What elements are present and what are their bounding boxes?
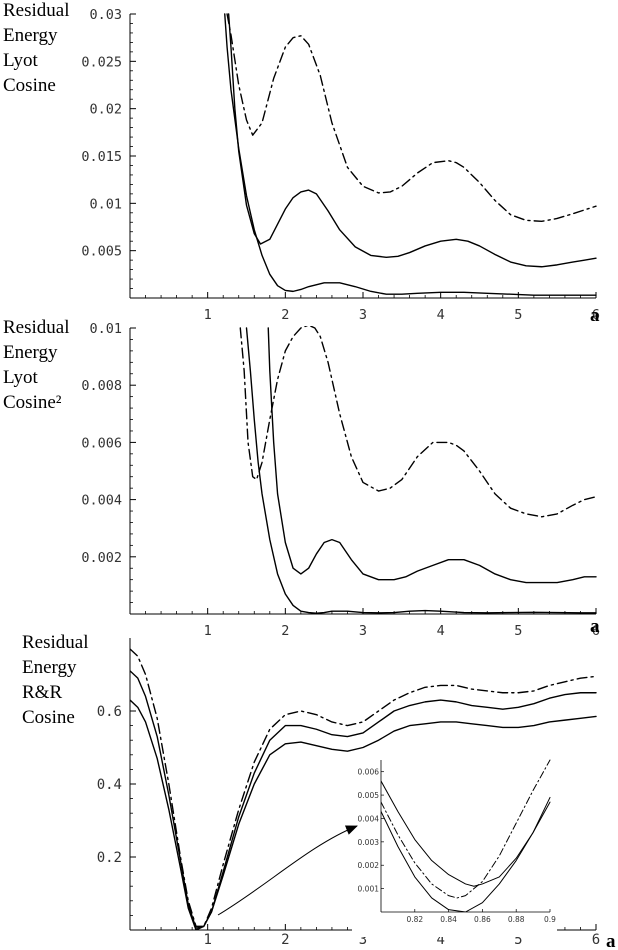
inset-y-tick-label: 0.001 <box>358 885 380 894</box>
x-tick-label: 2 <box>281 932 289 948</box>
y-tick-label: 0.008 <box>81 378 122 394</box>
x-tick-label: 1 <box>204 307 212 323</box>
x-tick-label: 3 <box>359 623 367 639</box>
series-line-2 <box>227 13 597 268</box>
inset-y-tick-label: 0.002 <box>358 861 380 870</box>
x-tick-label: 1 <box>204 623 212 639</box>
x-axis-label: a <box>590 616 600 637</box>
series-line-2 <box>267 327 597 584</box>
inset-x-tick-label: 0.86 <box>474 915 491 924</box>
y-axis-label-line: Residual <box>22 632 89 653</box>
y-tick-label: 0.006 <box>81 435 122 451</box>
inset-y-tick-label: 0.003 <box>358 838 380 847</box>
y-axis-label-line: Energy <box>3 25 58 46</box>
inset-x-tick-label: 0.88 <box>508 915 525 924</box>
series-line-3 <box>224 13 597 296</box>
series-line-2 <box>130 670 597 929</box>
inset-series-line-2 <box>381 780 551 887</box>
x-tick-label: 5 <box>514 623 522 639</box>
x-axis-label: a <box>590 305 600 326</box>
inset-pointer-arrow <box>217 825 358 916</box>
y-tick-label: 0.004 <box>81 493 122 509</box>
inset-y-tick-label: 0.005 <box>358 791 380 800</box>
x-tick-label: 3 <box>359 932 367 948</box>
y-axis-label-line: Cosine <box>22 707 75 728</box>
x-tick-label: 3 <box>359 307 367 323</box>
inset-chart: 0.001 0.002 0.003 0.004 0.005 0.006 0.82 0.84 0.… <box>352 752 557 937</box>
y-tick-label: 0.4 <box>97 777 122 793</box>
y-tick-label: 0.6 <box>97 704 122 720</box>
x-axis-label: a <box>606 931 616 950</box>
x-tick-label: 4 <box>437 307 445 323</box>
x-tick-label: 4 <box>436 932 444 948</box>
y-tick-label: 0.025 <box>81 54 122 70</box>
y-tick-label: 0.005 <box>81 244 122 260</box>
x-tick-label: 2 <box>281 623 289 639</box>
y-axis-label-line: Energy <box>3 342 58 363</box>
inset-x-tick-label: 0.9 <box>544 915 556 924</box>
y-tick-label: 0.2 <box>97 850 122 866</box>
y-axis-label-line: Energy <box>22 657 77 678</box>
y-tick-label: 0.015 <box>81 149 122 165</box>
x-tick-label: 5 <box>514 307 522 323</box>
x-tick-label: 6 <box>592 623 600 639</box>
series-line-1 <box>226 13 597 223</box>
inset-background <box>352 752 557 937</box>
y-tick-label: 0.002 <box>81 550 122 566</box>
series-line-3 <box>245 327 597 614</box>
y-axis-label-line: Lyot <box>3 50 39 71</box>
x-tick-label: 1 <box>203 932 211 948</box>
y-tick-label: 0.03 <box>89 7 122 23</box>
inset-x-tick-label: 0.84 <box>440 915 457 924</box>
x-tick-label: 6 <box>592 932 600 948</box>
x-tick-label: 6 <box>592 307 600 323</box>
x-tick-label: 5 <box>514 932 522 948</box>
y-axis-label-line: Cosine <box>3 75 56 96</box>
y-axis-label-line: Residual <box>3 317 70 338</box>
y-axis-label-line: R&R <box>22 682 62 703</box>
y-axis-label-line: Lyot <box>3 367 39 388</box>
x-tick-label: 2 <box>281 307 289 323</box>
inset-y-tick-label: 0.006 <box>358 768 380 777</box>
x-tick-label: 4 <box>437 623 445 639</box>
inset-series-line-3 <box>381 801 551 912</box>
inset-x-tick-label: 0.82 <box>406 915 423 924</box>
series-line-1 <box>239 326 597 518</box>
chart-panel-2: 0.002 0.004 0.006 0.008 0.01 1 2 3 4 5 6 Residual En… <box>3 317 600 639</box>
y-tick-label: 0.01 <box>89 321 122 337</box>
chart-panel-1: 0.005 0.01 0.015 0.02 0.025 0.03 1 2 3 4 5 6 Residua… <box>3 0 600 326</box>
y-tick-label: 0.02 <box>89 102 122 118</box>
y-axis-label-line: Cosine² <box>3 392 62 413</box>
inset-series-line-1 <box>381 759 551 899</box>
y-tick-label: 0.01 <box>89 196 122 212</box>
series-line-3 <box>130 699 597 930</box>
inset-y-tick-label: 0.004 <box>358 814 380 823</box>
y-axis-label-line: Residual <box>3 0 70 21</box>
